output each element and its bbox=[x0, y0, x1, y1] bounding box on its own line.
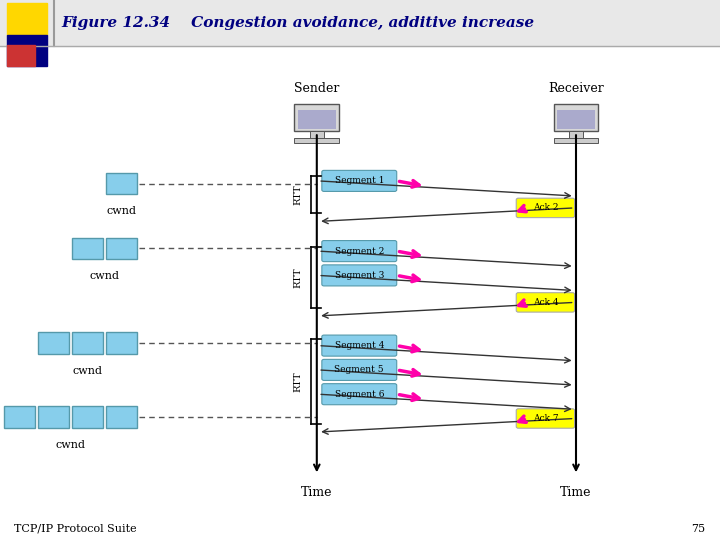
Bar bbox=[72, 238, 103, 259]
Text: TCP/IP Protocol Suite: TCP/IP Protocol Suite bbox=[14, 523, 137, 534]
Text: Segment 2: Segment 2 bbox=[335, 247, 384, 255]
Bar bbox=[38, 406, 69, 428]
Text: Segment 6: Segment 6 bbox=[335, 390, 384, 399]
FancyBboxPatch shape bbox=[322, 265, 397, 286]
FancyBboxPatch shape bbox=[516, 198, 575, 218]
Text: Figure 12.34    Congestion avoidance, additive increase: Figure 12.34 Congestion avoidance, addit… bbox=[61, 16, 534, 30]
Text: Segment 4: Segment 4 bbox=[335, 341, 384, 350]
Text: cwnd: cwnd bbox=[73, 366, 102, 376]
Bar bbox=[310, 131, 324, 138]
Text: Receiver: Receiver bbox=[548, 82, 604, 94]
FancyBboxPatch shape bbox=[516, 293, 575, 312]
FancyBboxPatch shape bbox=[322, 241, 397, 261]
FancyBboxPatch shape bbox=[322, 335, 397, 356]
Bar bbox=[4, 406, 35, 428]
Bar bbox=[0, 0, 720, 46]
Text: Ack 4: Ack 4 bbox=[533, 298, 558, 307]
Text: RTT: RTT bbox=[294, 184, 302, 205]
Text: Time: Time bbox=[560, 486, 592, 499]
Text: cwnd: cwnd bbox=[55, 440, 86, 450]
Bar bbox=[7, 3, 47, 35]
Bar bbox=[554, 104, 598, 131]
Bar bbox=[7, 35, 47, 66]
FancyBboxPatch shape bbox=[322, 384, 397, 405]
Text: Sender: Sender bbox=[294, 82, 340, 94]
Text: Ack 2: Ack 2 bbox=[533, 204, 558, 212]
Bar bbox=[294, 104, 339, 131]
Bar bbox=[294, 138, 339, 143]
Bar bbox=[106, 332, 137, 354]
Text: cwnd: cwnd bbox=[107, 206, 136, 217]
Bar bbox=[7, 45, 35, 66]
Bar bbox=[569, 131, 583, 138]
Text: Ack 7: Ack 7 bbox=[533, 414, 558, 423]
Bar bbox=[554, 138, 598, 143]
Text: Segment 5: Segment 5 bbox=[335, 366, 384, 374]
Bar bbox=[72, 406, 103, 428]
Bar bbox=[106, 173, 137, 194]
Text: RTT: RTT bbox=[294, 267, 302, 288]
Text: Segment 1: Segment 1 bbox=[335, 177, 384, 185]
Bar bbox=[557, 110, 595, 129]
Bar bbox=[72, 332, 103, 354]
Text: RTT: RTT bbox=[294, 371, 302, 392]
Bar bbox=[106, 406, 137, 428]
Text: cwnd: cwnd bbox=[89, 271, 120, 281]
Bar bbox=[38, 332, 69, 354]
FancyBboxPatch shape bbox=[322, 360, 397, 381]
Text: Segment 3: Segment 3 bbox=[335, 271, 384, 280]
FancyBboxPatch shape bbox=[322, 171, 397, 192]
Bar bbox=[106, 238, 137, 259]
FancyBboxPatch shape bbox=[516, 409, 575, 428]
Bar bbox=[298, 110, 336, 129]
Text: Time: Time bbox=[301, 486, 333, 499]
Text: 75: 75 bbox=[691, 523, 706, 534]
